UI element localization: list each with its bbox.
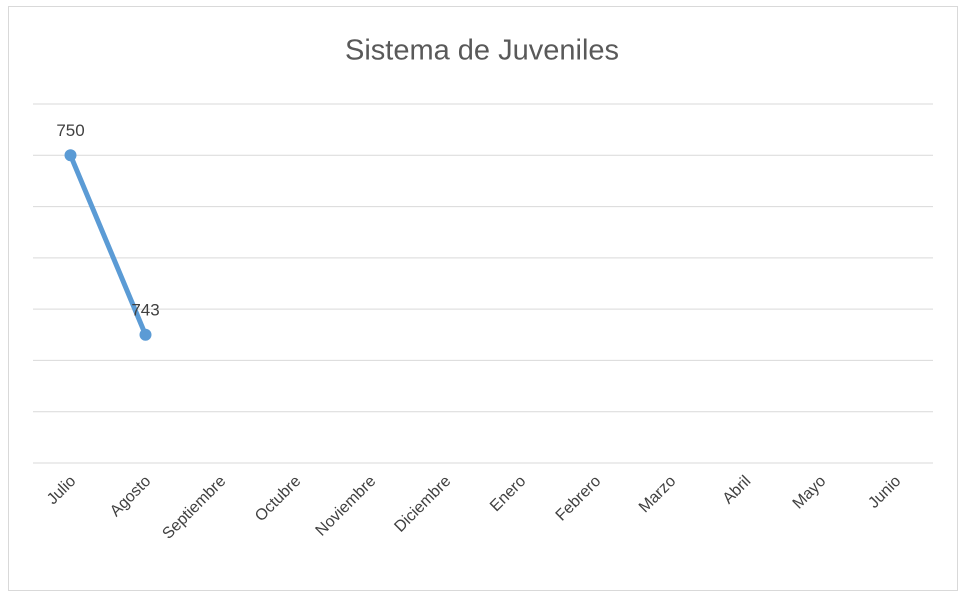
data-point <box>139 328 152 341</box>
data-label: 743 <box>131 300 159 319</box>
data-point <box>64 149 77 162</box>
chart-title: Sistema de Juveniles <box>345 35 619 67</box>
chart-border <box>8 6 958 591</box>
data-label: 750 <box>56 121 84 140</box>
series-line <box>68 152 148 338</box>
